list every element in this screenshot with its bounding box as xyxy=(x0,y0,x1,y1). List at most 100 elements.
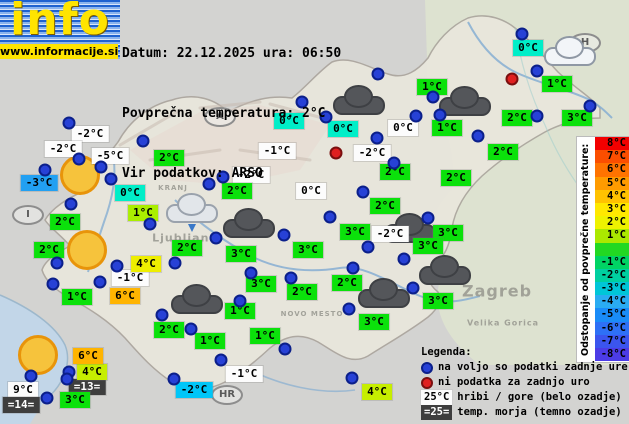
station-dot-no-data xyxy=(505,72,519,86)
dark-cloud-icon xyxy=(171,284,223,314)
station-label: 1°C xyxy=(195,333,225,349)
dark-cloud-icon xyxy=(419,255,471,285)
station-label: 3°C xyxy=(562,110,592,126)
scale-row: 7°C xyxy=(595,150,629,164)
country-marker-hr: HR xyxy=(211,385,243,405)
legend-mountain-chip: 25°C xyxy=(421,390,453,405)
station-dot-recent xyxy=(406,281,420,295)
station-dot-recent xyxy=(319,110,333,124)
station-dot-recent xyxy=(277,228,291,242)
station-label: -1°C xyxy=(258,143,296,159)
station-label: 2°C xyxy=(222,183,252,199)
scale-row: 4°C xyxy=(595,189,629,203)
legend-red-dot-icon xyxy=(421,376,433,389)
country-marker-a: A xyxy=(204,107,236,127)
station-label: 6°C xyxy=(110,288,140,304)
legend-item: ni podatka za zadnjo uro xyxy=(421,375,628,390)
station-dot-recent xyxy=(214,353,228,367)
station-label: 3°C xyxy=(60,392,90,408)
station-dot-recent xyxy=(530,64,544,78)
site-logo[interactable]: info www.informacije.si xyxy=(0,0,120,59)
station-dot-recent xyxy=(94,160,108,174)
legend-item-text: hribi / gore (belo ozadje) xyxy=(457,391,622,403)
country-marker-i: I xyxy=(12,205,44,225)
station-dot-recent xyxy=(421,211,435,225)
station-label: 3°C xyxy=(340,224,370,240)
station-label: 2°C xyxy=(34,242,64,258)
scale-row: 2°C xyxy=(595,216,629,230)
station-dot-recent xyxy=(530,109,544,123)
station-label: 2°C xyxy=(502,110,532,126)
station-label: 0°C xyxy=(388,120,418,136)
station-dot-recent xyxy=(60,372,74,386)
station-label: =13= xyxy=(68,379,106,395)
scale-row xyxy=(595,242,629,256)
scale-row: 8°C xyxy=(595,137,629,151)
header-info: Datum: 22.12.2025 ura: 06:50 Povprečna t… xyxy=(122,4,341,224)
station-dot-recent xyxy=(356,185,370,199)
station-dot-recent xyxy=(342,302,356,316)
station-dot-recent xyxy=(583,99,597,113)
station-dot-recent xyxy=(426,90,440,104)
legend-item-text: ni podatka za zadnjo uro xyxy=(438,376,590,388)
legend-item: 25°C hribi / gore (belo ozadje) xyxy=(421,390,628,405)
station-dot-recent xyxy=(345,371,359,385)
station-label: 2°C xyxy=(154,150,184,166)
scale-row: 5°C xyxy=(595,176,629,190)
legend: Legenda: na voljo so podatki zadnje ure n… xyxy=(421,345,628,420)
station-dot-recent xyxy=(233,294,247,308)
legend-item: =25= temp. morja (temno ozadje) xyxy=(421,405,628,420)
header-source-line: Vir podatkov: ARSO xyxy=(122,166,263,181)
cloud-icon xyxy=(544,36,596,66)
station-label: -1°C xyxy=(225,366,263,382)
station-dot-recent xyxy=(371,67,385,81)
scale-row: -4°C xyxy=(595,295,629,309)
station-dot-recent xyxy=(184,322,198,336)
scale-color-column: 8°C 7°C 6°C 5°C 4°C 3°C 2°C 1°C -1°C -2°C -3°C -4°C… xyxy=(595,137,629,362)
station-dot-recent xyxy=(244,266,258,280)
station-label: 3°C xyxy=(226,246,256,262)
station-label: 1°C xyxy=(128,205,158,221)
station-label: 0°C xyxy=(115,185,145,201)
logo-site-url: www.informacije.si xyxy=(0,44,119,59)
station-label: -2°C xyxy=(71,126,109,142)
station-dot-recent xyxy=(62,116,76,130)
station-label: 1°C xyxy=(432,120,462,136)
station-label: 3°C xyxy=(423,293,453,309)
station-label: 1°C xyxy=(542,76,572,92)
station-dot-recent xyxy=(40,391,54,405)
station-label: 2°C xyxy=(154,322,184,338)
station-dot-recent xyxy=(370,131,384,145)
map-place-name: NOVO MESTO xyxy=(280,310,344,318)
station-dot-recent xyxy=(136,134,150,148)
station-dot-recent xyxy=(216,170,230,184)
header-date-line: Datum: 22.12.2025 ura: 06:50 xyxy=(122,46,342,61)
scale-row: -3°C xyxy=(595,282,629,296)
station-label: 2°C xyxy=(50,214,80,230)
station-label: 2°C xyxy=(370,198,400,214)
station-label: 2°C xyxy=(332,275,362,291)
station-label: 0°C xyxy=(328,121,358,137)
map-place-name: KRANJ xyxy=(158,184,188,192)
station-label: 0°C xyxy=(274,113,304,129)
station-label: 1°C xyxy=(250,328,280,344)
station-dot-recent xyxy=(209,231,223,245)
station-label: -2°C xyxy=(353,145,391,161)
station-label: 2°C xyxy=(441,170,471,186)
scale-row: 3°C xyxy=(595,202,629,217)
dark-cloud-icon xyxy=(333,85,385,115)
header-average-temp-line: Povprečna temperatura: 2°C xyxy=(122,106,326,121)
station-label: -2°C xyxy=(232,167,270,183)
scale-row: -7°C xyxy=(595,334,629,348)
station-dot-recent xyxy=(346,261,360,275)
station-dot-recent xyxy=(50,256,64,270)
station-dot-recent xyxy=(361,240,375,254)
legend-title: Legenda: xyxy=(421,346,472,358)
station-label: -5°C xyxy=(91,148,129,164)
station-label: 0°C xyxy=(513,40,543,56)
station-label: 1°C xyxy=(417,79,447,95)
